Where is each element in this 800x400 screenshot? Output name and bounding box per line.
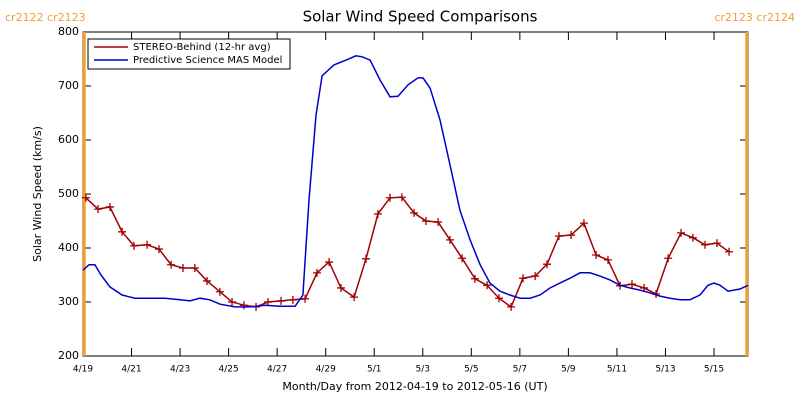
data-point bbox=[129, 241, 138, 250]
data-point bbox=[445, 235, 454, 244]
y-tick-label: 800 bbox=[58, 25, 79, 38]
data-point bbox=[712, 239, 721, 248]
data-point bbox=[592, 251, 601, 260]
data-point bbox=[118, 227, 127, 236]
x-axis-label: Month/Day from 2012-04-19 to 2012-05-16 … bbox=[282, 380, 547, 393]
data-point bbox=[336, 283, 345, 292]
data-point bbox=[434, 218, 443, 227]
data-point bbox=[507, 302, 516, 311]
x-tick-label: 5/11 bbox=[607, 365, 627, 375]
data-point bbox=[277, 296, 286, 305]
data-point bbox=[143, 240, 152, 249]
series-line bbox=[85, 196, 730, 309]
legend-label: Predictive Science MAS Model bbox=[133, 55, 282, 66]
data-point bbox=[154, 245, 163, 254]
x-tick-label: 5/15 bbox=[704, 365, 724, 375]
x-tick-label: 4/19 bbox=[73, 365, 93, 375]
y-tick-label: 300 bbox=[58, 295, 79, 308]
x-tick-label: 4/21 bbox=[121, 365, 141, 375]
x-tick-label: 4/29 bbox=[316, 365, 336, 375]
data-point bbox=[543, 260, 552, 269]
data-point bbox=[105, 202, 114, 211]
data-point bbox=[228, 298, 237, 306]
data-point bbox=[554, 232, 563, 241]
rotation-label: cr2123 cr2124 bbox=[714, 11, 795, 24]
series-line bbox=[82, 55, 749, 308]
y-axis-label: Solar Wind Speed (km/s) bbox=[31, 126, 44, 262]
x-tick-label: 5/3 bbox=[416, 365, 430, 375]
data-point bbox=[325, 258, 334, 267]
rotation-label: cr2122 cr2123 bbox=[5, 11, 86, 24]
y-tick-label: 600 bbox=[58, 133, 79, 146]
data-point bbox=[421, 217, 430, 225]
data-point bbox=[94, 205, 103, 214]
x-tick-label: 5/9 bbox=[561, 365, 576, 375]
x-tick-label: 5/1 bbox=[367, 365, 381, 375]
plot-frame bbox=[82, 31, 749, 357]
x-tick-label: 5/7 bbox=[513, 365, 527, 375]
x-tick-label: 5/5 bbox=[464, 365, 478, 375]
data-point bbox=[312, 268, 321, 277]
legend-box bbox=[87, 38, 291, 70]
data-point bbox=[190, 263, 199, 272]
y-tick-label: 200 bbox=[58, 349, 79, 362]
data-point bbox=[470, 274, 479, 283]
y-tick-label: 500 bbox=[58, 187, 79, 200]
data-point bbox=[81, 193, 90, 202]
data-point bbox=[531, 272, 540, 281]
data-point bbox=[677, 228, 686, 237]
data-point bbox=[215, 287, 224, 296]
data-point bbox=[627, 280, 636, 289]
data-point bbox=[483, 281, 492, 290]
data-point bbox=[397, 193, 406, 202]
data-point bbox=[288, 295, 297, 304]
y-tick-label: 400 bbox=[58, 241, 79, 254]
y-tick-label: 700 bbox=[58, 79, 79, 92]
data-point bbox=[567, 231, 576, 240]
data-point bbox=[725, 247, 734, 256]
data-point bbox=[167, 260, 176, 269]
x-tick-label: 4/25 bbox=[219, 365, 239, 375]
data-point bbox=[361, 254, 370, 263]
data-point bbox=[494, 294, 503, 303]
data-point bbox=[579, 219, 588, 228]
data-point bbox=[350, 293, 359, 302]
x-tick-label: 4/27 bbox=[267, 365, 287, 375]
data-point bbox=[178, 263, 187, 272]
x-tick-label: 5/13 bbox=[655, 365, 675, 375]
data-point bbox=[519, 274, 528, 283]
data-point bbox=[410, 208, 419, 217]
chart-title: Solar Wind Speed Comparisons bbox=[303, 8, 538, 26]
data-point bbox=[203, 276, 212, 285]
data-point bbox=[701, 240, 710, 249]
data-point bbox=[239, 301, 248, 310]
data-point bbox=[603, 255, 612, 264]
data-point bbox=[386, 193, 395, 202]
legend-label: STEREO-Behind (12-hr avg) bbox=[133, 42, 271, 53]
data-point bbox=[373, 209, 382, 218]
x-tick-label: 4/23 bbox=[170, 365, 190, 375]
data-point bbox=[688, 233, 697, 242]
data-point bbox=[664, 254, 673, 263]
data-point bbox=[301, 294, 310, 303]
data-point bbox=[458, 254, 467, 263]
